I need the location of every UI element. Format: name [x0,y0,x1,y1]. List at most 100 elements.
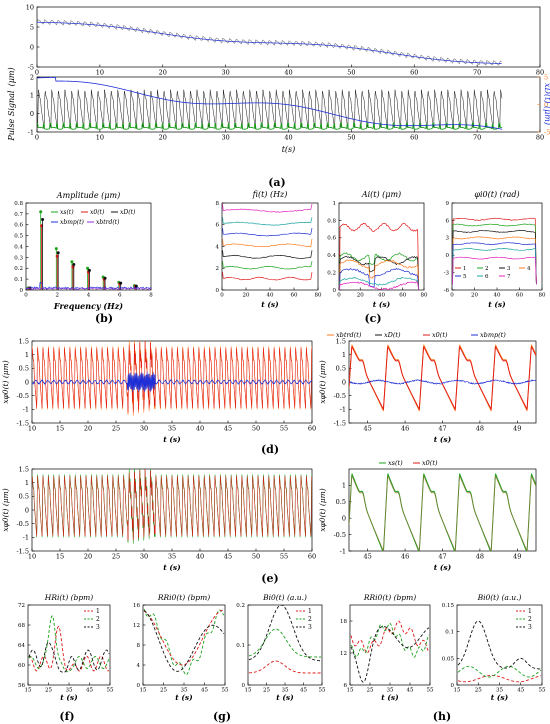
x-tick-label: 45 [201,688,208,694]
x-tick-label: 25 [475,688,482,694]
xbmp-line [349,379,536,385]
phase-line [452,223,537,285]
y-tick-label: 0 [342,514,346,522]
legend: xs(t) x0(t) [379,459,438,467]
x-tick-label: 15 [245,688,252,694]
trend-line [28,615,110,673]
x-tick-label: 80 [421,293,428,299]
right-y-tick-label: 0 [544,101,548,109]
trend-line [28,625,110,672]
x-tick-label: 35 [387,688,394,694]
plot-frame [338,202,425,291]
y-tick-label: 0 [242,683,246,689]
y-tick-label: 6 [344,683,348,689]
x-tick-label: 70 [473,134,481,142]
x-tick-label: 25 [112,425,120,433]
x-tick-label: 0 [220,293,224,299]
spectrum-marker [134,284,138,288]
axes-h2: 15 25 35 45 55 0 0.05 0.1 0.15 Bi0(t) (a.u.) t (s)… [442,593,546,702]
x-tick-label: 49 [513,553,521,561]
x-tick-label: 55 [539,688,546,694]
y-tick-label: 0.7 [14,212,23,218]
x-tick-label: 46 [401,425,409,433]
x-tick-label: 2 [56,293,60,299]
x-tick-label: 45 [224,425,232,433]
xbtrd-spectrum-line [25,287,152,290]
legend-label: xD(t) [384,331,401,339]
axes-h1: 15 25 35 45 55 6 12 18 RRi0(t) (bpm) t (s) [340,593,434,702]
plot-frame [348,468,537,552]
y-axis-label: xφ0(t) (μm) [1,488,10,531]
x-tick-label: 20 [471,293,478,299]
x-tick-label: 49 [513,425,521,433]
legend-label: xs(t) [60,209,74,216]
y-tick-label: 60 [18,663,25,669]
y-tick-label: -1 [340,406,346,414]
y-tick-label: 1.5 [336,337,346,345]
y-tick-label: 0 [342,378,346,386]
x-tick-label: 55 [222,688,229,694]
y-tick-label: 1.5 [19,465,29,473]
y-tick-label: 5 [30,23,34,31]
legend-label: 2 [308,616,312,623]
y-tick-label: -1.5 [333,419,346,427]
plot-frame [451,202,543,291]
panel-label-f: (f) [59,710,74,723]
x-axis-label: t (s) [276,693,294,702]
x-tick-label: 35 [66,688,73,694]
x-tick-label: 20 [84,553,92,561]
y-tick-label: 0.3 [14,255,23,261]
y-axis-label: xφ0(t) (μm) [318,488,327,531]
x-tick-label: 50 [347,134,355,142]
legend-label: x0(t) [422,459,438,467]
x-tick-label: 40 [196,553,204,561]
x-tick-label: 60 [410,134,418,142]
legend: 123 [84,608,100,631]
legend-label: 1 [463,266,467,272]
amplitude-line [339,259,420,290]
x-tick-label: 60 [516,293,523,299]
y-tick-label: 0.8 [327,218,336,224]
x-axis-label: t (s) [60,693,78,702]
y-tick-label: 1 [342,351,346,359]
x-tick-label: 35 [181,688,188,694]
pulse-signal-line [37,89,503,130]
legend-label: 2 [96,616,100,623]
y-tick-label: 9 [446,201,450,207]
x-tick-label: 60 [308,553,316,561]
plot-frame [36,6,541,68]
y-tick-label: 0 [25,378,29,386]
x-tick-label: 80 [536,134,544,142]
y-tick-label: 56 [18,683,25,689]
y-tick-label: -0.5 [333,392,346,400]
x-tick-label: 20 [84,425,92,433]
y-tick-label: -5 [28,63,34,71]
x-axis-label: t (s) [491,693,509,702]
y-tick-label: 0.1 [14,277,23,283]
legend: xbtrd(t) xD(t) x0(t) xbmp(t) [327,331,506,339]
x-tick-label: 35 [496,688,503,694]
envelope-line [37,122,503,130]
y-tick-label: 0 [333,288,337,294]
x-tick-label: 40 [284,134,292,142]
amplitude-line [339,222,420,290]
plot-frame [348,340,537,424]
legend: 1 2 3 4 5 6 7 [455,266,531,280]
x-tick-label: 45 [224,553,232,561]
chart-title: RRi0(t) (bpm) [157,593,210,602]
y-tick-label: 12 [340,651,347,657]
spectrum-marker [86,266,90,270]
legend-label: 4 [527,266,531,272]
plot-frame [349,604,431,686]
chart-title: HRi(t) (bpm) [44,593,93,602]
x-tick-label: 50 [252,425,260,433]
legend-label: xbtrd(t) [96,219,120,226]
plot-frame [27,604,111,686]
y-tick-label: -1.5 [16,547,29,555]
x-tick-label: 15 [347,688,354,694]
y-tick-label: 1 [333,201,337,207]
x-tick-label: 25 [45,688,52,694]
x-tick-label: 55 [319,688,326,694]
panel-label-e: (e) [261,572,278,585]
x-tick-label: 45 [517,688,524,694]
